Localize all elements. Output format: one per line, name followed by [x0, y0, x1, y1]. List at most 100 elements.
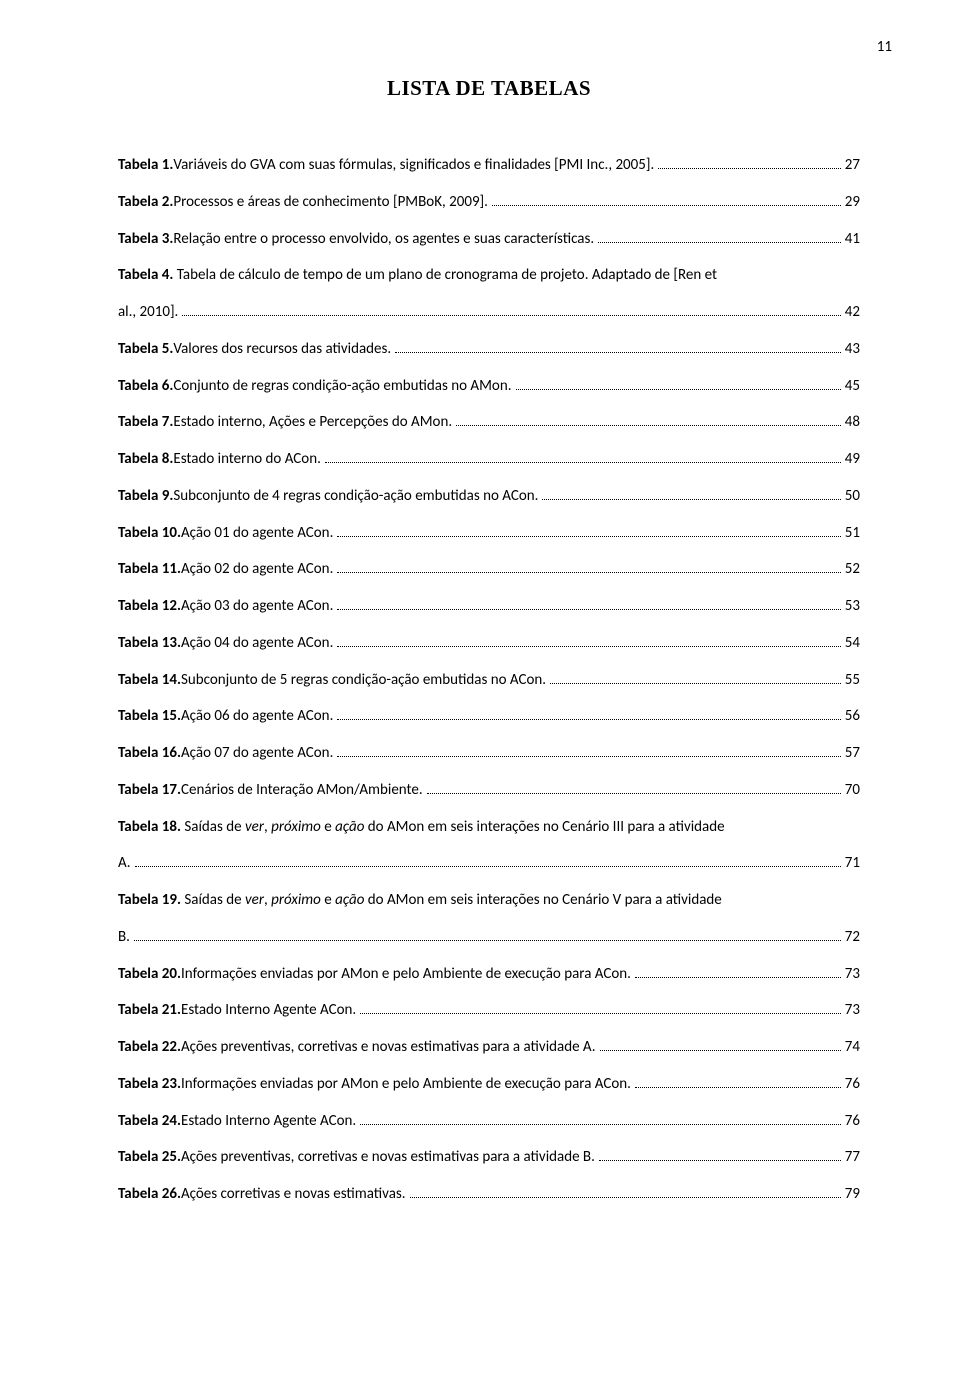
toc-entry-page: 29: [845, 184, 860, 221]
toc-entry-desc: Relação entre o processo envolvido, os a…: [173, 221, 594, 258]
toc-entry-page: 49: [845, 441, 860, 478]
page-number: 11: [877, 38, 892, 56]
toc-leader: [337, 596, 840, 611]
toc-entry-label: Tabela 26.: [118, 1176, 181, 1213]
toc-entry: Tabela 8. Estado interno do ACon. 49: [118, 441, 860, 478]
toc-entry-label: Tabela 16.: [118, 735, 181, 772]
toc-entry-label: Tabela 23.: [118, 1066, 181, 1103]
toc-entry-desc: Processos e áreas de conhecimento [PMBoK…: [173, 184, 488, 221]
toc-entry-page: 45: [845, 368, 860, 405]
toc-entry-page: 77: [845, 1139, 860, 1176]
toc-leader: [360, 1000, 841, 1015]
toc-entry-desc: Informações enviadas por AMon e pelo Amb…: [181, 1066, 631, 1103]
toc-entry-page: 79: [845, 1176, 860, 1213]
toc-entry-page: 73: [845, 992, 860, 1029]
toc-entry-page: 73: [845, 956, 860, 993]
toc-leader: [135, 853, 841, 868]
toc-entry: Tabela 21. Estado Interno Agente ACon. 7…: [118, 992, 860, 1029]
toc-entry-label: Tabela 25.: [118, 1139, 181, 1176]
toc-entry-desc: A.: [118, 845, 131, 882]
toc-leader: [658, 155, 841, 170]
toc-leader: [410, 1184, 841, 1199]
toc-entry: Tabela 12. Ação 03 do agente ACon. 53: [118, 588, 860, 625]
toc-entry: Tabela 1. Variáveis do GVA com suas fórm…: [118, 147, 860, 184]
toc-leader: [337, 743, 840, 758]
toc-entry: Tabela 5. Valores dos recursos das ativi…: [118, 331, 860, 368]
toc-entry-label: Tabela 9.: [118, 478, 173, 515]
toc-entry-desc: Subconjunto de 5 regras condição-ação em…: [181, 662, 546, 699]
toc-leader: [337, 706, 840, 721]
toc-entry-desc: Estado Interno Agente ACon.: [181, 1103, 356, 1140]
toc-entry-desc: Ação 03 do agente ACon.: [181, 588, 333, 625]
toc-entry-page: 41: [845, 221, 860, 258]
toc-entry-desc: Estado interno, Ações e Percepções do AM…: [173, 404, 452, 441]
toc-entry-label: Tabela 4.: [118, 266, 173, 284]
table-of-contents: Tabela 1. Variáveis do GVA com suas fórm…: [118, 147, 860, 1213]
toc-entry-desc: Estado Interno Agente ACon.: [181, 992, 356, 1029]
toc-entry: Tabela 9. Subconjunto de 4 regras condiç…: [118, 478, 860, 515]
page-title: LISTA DE TABELAS: [118, 76, 860, 101]
toc-entry-page: 71: [845, 845, 860, 882]
toc-entry: Tabela 3. Relação entre o processo envol…: [118, 221, 860, 258]
toc-leader: [550, 669, 841, 684]
toc-entry: Tabela 13. Ação 04 do agente ACon. 54: [118, 625, 860, 662]
toc-entry-page: 54: [845, 625, 860, 662]
toc-entry-desc: Ação 01 do agente ACon.: [181, 515, 333, 552]
toc-entry: Tabela 6. Conjunto de regras condição-aç…: [118, 368, 860, 405]
toc-entry-page: 52: [845, 551, 860, 588]
toc-leader: [134, 926, 841, 941]
toc-entry: Tabela 24. Estado Interno Agente ACon. 7…: [118, 1103, 860, 1140]
toc-entry-desc: Ação 02 do agente ACon.: [181, 551, 333, 588]
toc-leader: [600, 1037, 841, 1052]
toc-entry-label: Tabela 5.: [118, 331, 173, 368]
toc-entry-desc: Estado interno do ACon.: [173, 441, 320, 478]
toc-entry-page: 42: [845, 294, 860, 331]
toc-entry-desc: Conjunto de regras condição-ação embutid…: [173, 368, 511, 405]
toc-entry-desc: Saídas de ver, próximo e ação do AMon em…: [181, 818, 725, 836]
toc-leader: [598, 228, 841, 243]
toc-leader: [337, 632, 840, 647]
toc-entry-label: Tabela 7.: [118, 404, 173, 441]
toc-leader: [542, 485, 840, 500]
toc-entry-label: Tabela 14.: [118, 662, 181, 699]
toc-entry-desc: Ações preventivas, corretivas e novas es…: [181, 1139, 595, 1176]
toc-entry: Tabela 25. Ações preventivas, corretivas…: [118, 1139, 860, 1176]
toc-entry-page: 76: [845, 1066, 860, 1103]
toc-entry-label: Tabela 15.: [118, 698, 181, 735]
toc-leader: [635, 963, 841, 978]
toc-entry-label: Tabela 10.: [118, 515, 181, 552]
toc-entry-desc: Informações enviadas por AMon e pelo Amb…: [181, 956, 631, 993]
toc-entry-label: Tabela 1.: [118, 147, 173, 184]
toc-entry-page: 76: [845, 1103, 860, 1140]
toc-entry-label: Tabela 3.: [118, 221, 173, 258]
toc-entry-desc: Valores dos recursos das atividades.: [173, 331, 391, 368]
toc-entry-page: 53: [845, 588, 860, 625]
toc-entry-page: 57: [845, 735, 860, 772]
toc-entry-label: Tabela 20.: [118, 956, 181, 993]
toc-entry: Tabela 19. Saídas de ver, próximo e ação…: [118, 882, 860, 956]
toc-entry: Tabela 7. Estado interno, Ações e Percep…: [118, 404, 860, 441]
toc-entry-label: Tabela 2.: [118, 184, 173, 221]
toc-entry-desc: B.: [118, 919, 130, 956]
toc-entry-label: Tabela 13.: [118, 625, 181, 662]
toc-entry-page: 48: [845, 404, 860, 441]
toc-entry-desc: Ações preventivas, corretivas e novas es…: [181, 1029, 596, 1066]
document-page: 11 LISTA DE TABELAS Tabela 1. Variáveis …: [0, 0, 960, 1381]
toc-leader: [635, 1073, 841, 1088]
toc-entry: Tabela 11. Ação 02 do agente ACon. 52: [118, 551, 860, 588]
toc-entry-page: 50: [845, 478, 860, 515]
toc-entry-label: Tabela 17.: [118, 772, 181, 809]
toc-entry-desc: Ação 04 do agente ACon.: [181, 625, 333, 662]
toc-entry-desc: Ações corretivas e novas estimativas.: [181, 1176, 406, 1213]
toc-leader: [337, 522, 840, 537]
toc-entry-label: Tabela 6.: [118, 368, 173, 405]
toc-entry-label: Tabela 22.: [118, 1029, 181, 1066]
toc-leader: [427, 779, 841, 794]
toc-entry-page: 70: [845, 772, 860, 809]
toc-entry: Tabela 14. Subconjunto de 5 regras condi…: [118, 662, 860, 699]
toc-leader: [492, 191, 841, 206]
toc-leader: [516, 375, 841, 390]
toc-entry-label: Tabela 19.: [118, 891, 181, 909]
toc-entry-label: Tabela 21.: [118, 992, 181, 1029]
toc-entry: Tabela 4. Tabela de cálculo de tempo de …: [118, 257, 860, 331]
